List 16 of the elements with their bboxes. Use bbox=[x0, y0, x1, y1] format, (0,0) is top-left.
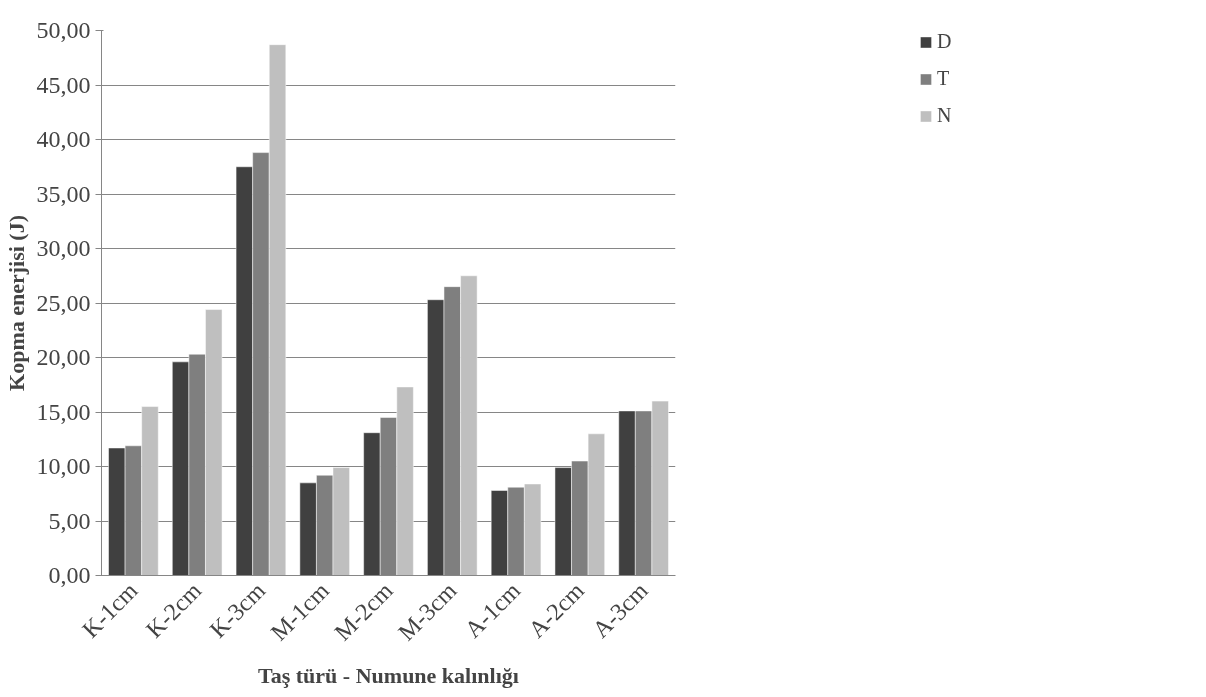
y-tick-label: 25,00 bbox=[36, 289, 91, 316]
y-axis-title: Kopma enerjisi (J) bbox=[3, 215, 29, 391]
y-tick-label: 15,00 bbox=[36, 398, 91, 425]
legend-label: D bbox=[937, 30, 953, 53]
y-tick-label: 20,00 bbox=[36, 344, 91, 370]
y-tick-label: 0,00 bbox=[48, 562, 91, 588]
y-tick-label: 35,00 bbox=[36, 180, 91, 207]
legend-label: N bbox=[937, 104, 953, 127]
y-tick-label: 30,00 bbox=[36, 235, 91, 261]
legend-label: T bbox=[937, 67, 951, 90]
y-tick-label: 10,00 bbox=[36, 453, 91, 479]
y-tick-label: 50,00 bbox=[36, 17, 91, 43]
x-axis-title: Taş türü - Numune kalınlığı bbox=[258, 662, 519, 688]
y-tick-label: 45,00 bbox=[36, 71, 91, 98]
y-tick-label: 40,00 bbox=[36, 126, 91, 152]
y-tick-label: 5,00 bbox=[48, 507, 91, 534]
